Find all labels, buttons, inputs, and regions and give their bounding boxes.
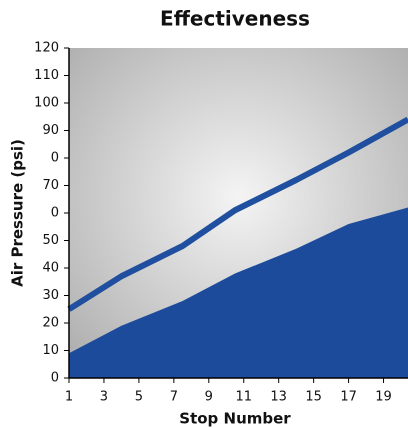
y-tick-label: 10 xyxy=(42,343,59,358)
x-tick-label: 5 xyxy=(135,390,143,405)
marks xyxy=(67,116,408,378)
line xyxy=(67,116,408,312)
y-tick-label: 0 xyxy=(51,371,59,386)
x-tick-label: 17 xyxy=(340,390,357,405)
y-axis-title: Air Pressure (psi) xyxy=(9,139,27,287)
y-tick-label: 40 xyxy=(42,261,59,276)
y-tick-label: 50 xyxy=(42,233,59,248)
y-tick-label: 70 xyxy=(42,178,59,193)
y-tick-label: 0 xyxy=(51,151,59,166)
y-tick-label: 90 xyxy=(42,123,59,138)
x-tick-label: 11 xyxy=(235,390,252,405)
x-tick-label: 7 xyxy=(170,390,178,405)
y-tick-label: 110 xyxy=(34,68,59,83)
y-tick-label: 120 xyxy=(34,41,59,56)
area xyxy=(69,207,408,378)
y-tick-label: 0 xyxy=(51,206,59,221)
x-tick-label: 1 xyxy=(65,390,73,405)
x-tick-label: 19 xyxy=(375,390,392,405)
x-tick-label: 15 xyxy=(305,390,322,405)
x-tick-label: 3 xyxy=(100,390,108,405)
y-tick-label: 20 xyxy=(42,316,59,331)
x-tick-label: 13 xyxy=(270,390,287,405)
y-tick-label: 30 xyxy=(42,288,59,303)
chart-title: Effectiveness xyxy=(160,7,310,31)
y-tick-label: 100 xyxy=(34,96,59,111)
x-axis-title: Stop Number xyxy=(179,410,291,428)
x-tick-label: 9 xyxy=(205,390,213,405)
